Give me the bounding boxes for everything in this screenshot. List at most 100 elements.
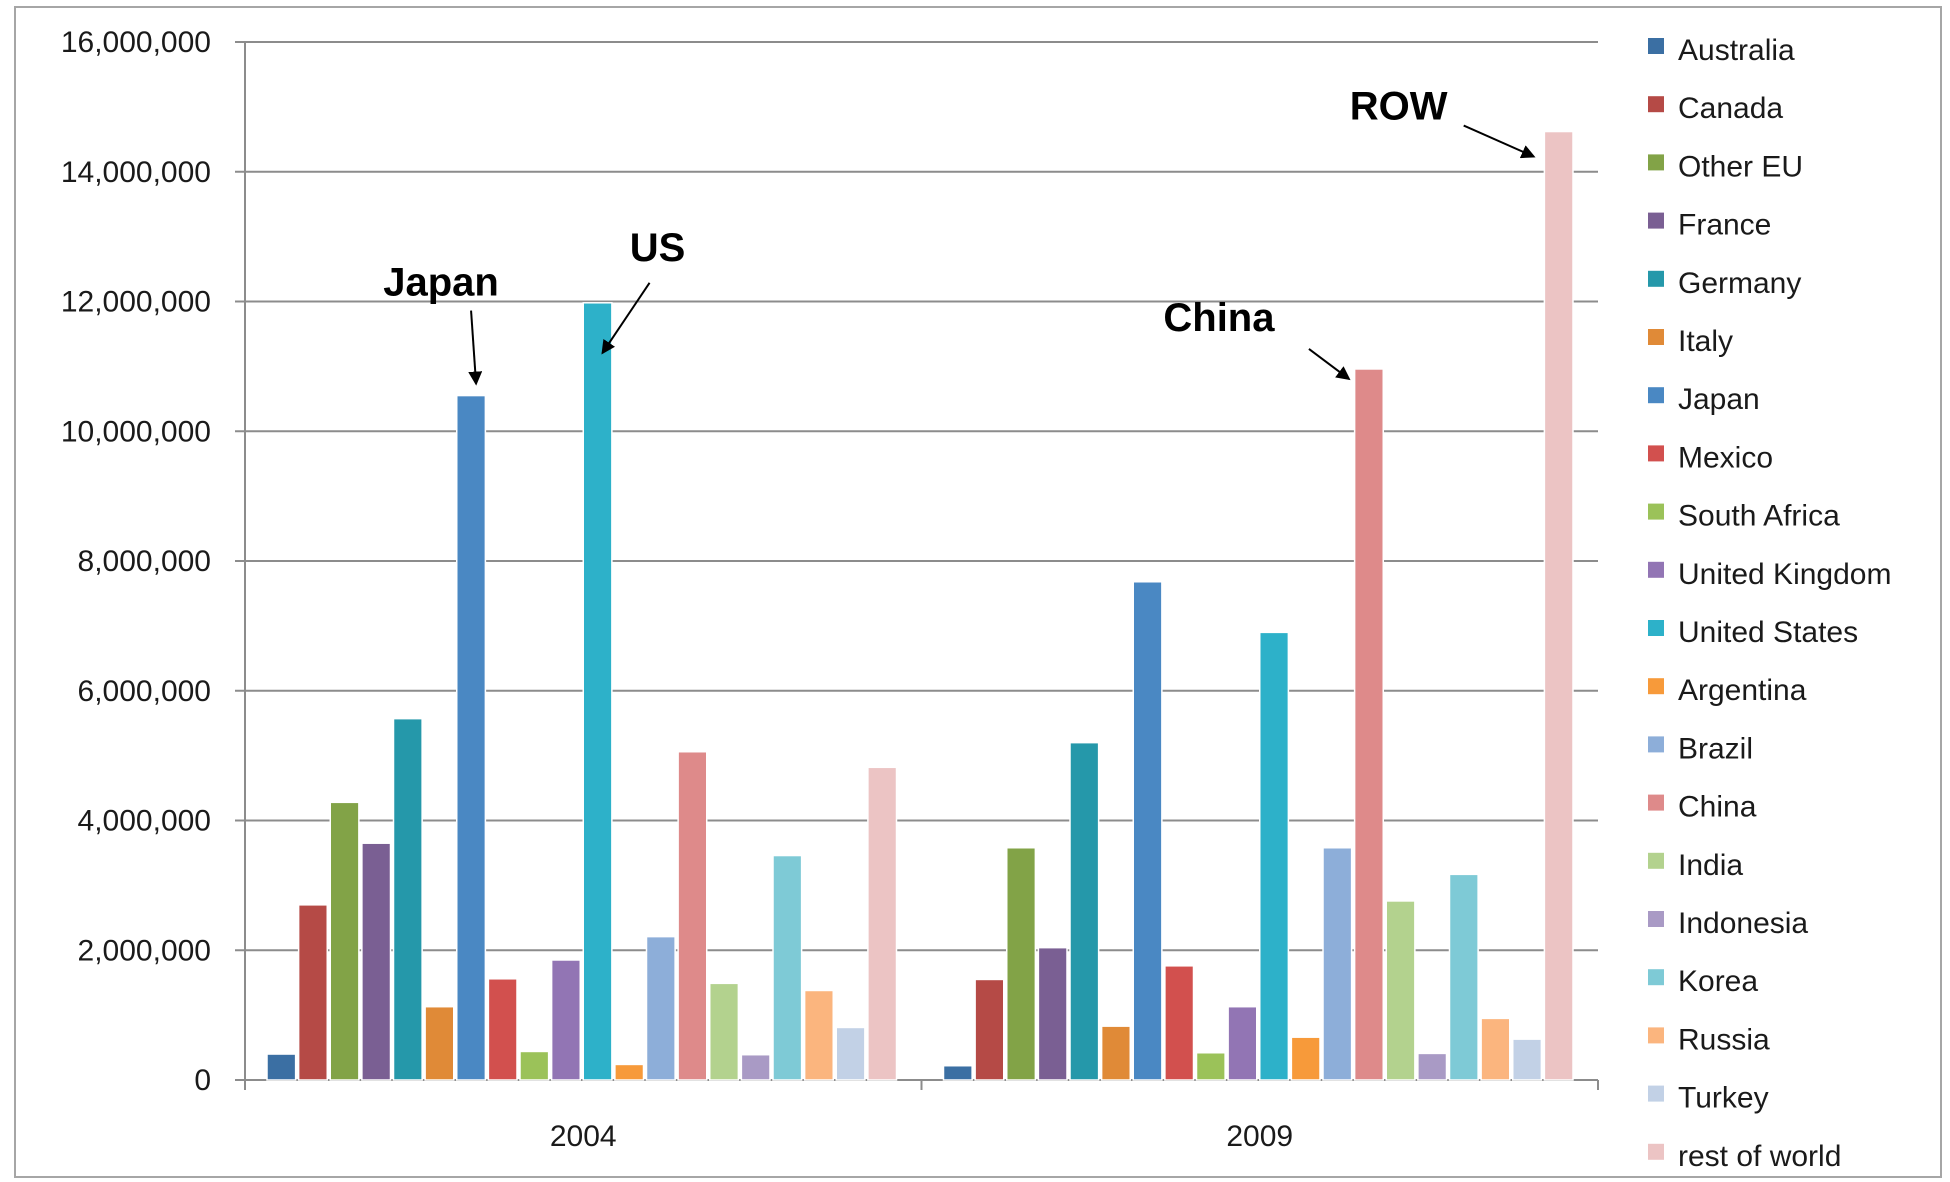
y-tick-label: 2,000,000	[78, 934, 211, 967]
x-tick-label: 2009	[1226, 1120, 1293, 1153]
annotation-label: China	[1163, 296, 1275, 340]
bar	[645, 935, 676, 1081]
annotation-label: ROW	[1350, 85, 1448, 129]
bar	[1385, 900, 1416, 1081]
bar	[582, 302, 613, 1081]
legend-swatch	[1648, 38, 1664, 54]
bar	[1353, 368, 1384, 1081]
bar	[1195, 1052, 1226, 1081]
bar	[1069, 741, 1100, 1081]
gridlines	[245, 41, 1598, 952]
legend-swatch	[1648, 852, 1664, 869]
bar	[1100, 1025, 1131, 1081]
bar	[456, 394, 487, 1081]
chart-frame	[14, 6, 1942, 1178]
legend-label: Japan	[1678, 383, 1760, 416]
legend-label: United Kingdom	[1678, 558, 1891, 591]
y-tick-label: 16,000,000	[61, 26, 211, 59]
legend-label: Other EU	[1678, 150, 1803, 183]
legend-swatch	[1648, 736, 1664, 753]
bar	[1322, 846, 1353, 1081]
bar	[1037, 946, 1068, 1081]
annotation-arrow	[1308, 348, 1351, 381]
annotation-arrow	[468, 310, 483, 386]
legend-label: Mexico	[1678, 441, 1773, 474]
legend-label: Canada	[1678, 92, 1783, 125]
bar	[1448, 873, 1479, 1081]
annotation-label: Japan	[383, 261, 499, 305]
bar	[487, 978, 518, 1081]
annotation-arrow	[1463, 124, 1536, 159]
annotation-label: US	[630, 226, 686, 270]
bar	[1512, 1038, 1543, 1081]
bar	[772, 854, 803, 1081]
legend-label: Korea	[1678, 965, 1758, 998]
legend-swatch	[1648, 154, 1664, 171]
legend-swatch	[1648, 1143, 1664, 1160]
bar	[361, 842, 392, 1081]
bar	[424, 1005, 455, 1081]
legend-swatch	[1648, 794, 1664, 811]
y-tick-label: 6,000,000	[78, 675, 211, 708]
bar	[392, 717, 423, 1081]
bar	[740, 1053, 771, 1081]
legend-label: Germany	[1678, 267, 1801, 300]
legend-swatch	[1648, 270, 1664, 287]
bar	[709, 982, 740, 1081]
bar	[1543, 130, 1574, 1081]
bar	[942, 1064, 973, 1081]
bar	[677, 750, 708, 1081]
bar	[1480, 1017, 1511, 1081]
legend-swatch	[1648, 678, 1664, 695]
bar	[266, 1053, 297, 1081]
y-tick-label: 8,000,000	[78, 545, 211, 578]
bars	[266, 130, 1574, 1081]
legend-swatch	[1648, 387, 1664, 404]
legend-label: South Africa	[1678, 500, 1840, 533]
bar	[867, 766, 898, 1081]
legend-label: France	[1678, 209, 1771, 242]
legend-label: Indonesia	[1678, 907, 1808, 940]
bar	[614, 1063, 645, 1081]
legend-label: Argentina	[1678, 674, 1807, 707]
x-tick-label: 2004	[550, 1120, 617, 1153]
bar	[835, 1026, 866, 1081]
legend: Australia Canada Other EU France Germany Ital…	[1648, 34, 1891, 1173]
bar	[1132, 581, 1163, 1081]
legend-label: Italy	[1678, 325, 1733, 358]
annotations: Japan US China ROW	[383, 85, 1536, 386]
bar	[1417, 1052, 1448, 1081]
legend-swatch	[1648, 329, 1664, 345]
legend-swatch	[1648, 969, 1664, 986]
legend-label: Russia	[1678, 1023, 1770, 1056]
legend-swatch	[1648, 503, 1664, 520]
y-tick-label: 10,000,000	[61, 415, 211, 448]
legend-label: China	[1678, 791, 1757, 824]
bar	[519, 1050, 550, 1081]
legend-label: Australia	[1678, 34, 1795, 67]
legend-label: rest of world	[1678, 1140, 1841, 1173]
bar	[1290, 1036, 1321, 1081]
legend-swatch	[1648, 1085, 1664, 1102]
legend-label: India	[1678, 849, 1743, 882]
bar	[1259, 631, 1290, 1081]
legend-label: Turkey	[1678, 1082, 1769, 1115]
y-tick-label: 12,000,000	[61, 286, 211, 319]
bar	[1164, 965, 1195, 1081]
legend-swatch	[1648, 1027, 1664, 1044]
legend-label: Brazil	[1678, 732, 1753, 765]
annotation-arrow	[601, 282, 651, 355]
bar	[297, 904, 328, 1081]
y-tick-label: 4,000,000	[78, 805, 211, 838]
y-tick-label: 14,000,000	[61, 156, 211, 189]
y-tick-label: 0	[194, 1064, 211, 1097]
axes: 0 2,000,000 4,000,000 6,000,000 8,000,000 10,…	[61, 26, 1599, 1153]
bar	[803, 989, 834, 1081]
bar	[1227, 1005, 1258, 1081]
bar	[329, 801, 360, 1081]
legend-swatch	[1648, 445, 1664, 462]
legend-swatch	[1648, 561, 1664, 578]
legend-swatch	[1648, 911, 1664, 927]
bar	[974, 978, 1005, 1081]
